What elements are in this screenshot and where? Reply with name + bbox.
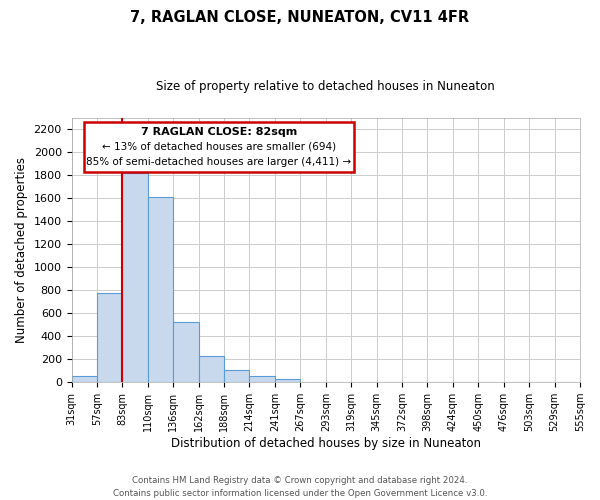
Bar bbox=[173, 322, 199, 382]
Bar bbox=[122, 173, 148, 382]
Text: Contains HM Land Registry data © Crown copyright and database right 2024.
Contai: Contains HM Land Registry data © Crown c… bbox=[113, 476, 487, 498]
Bar bbox=[224, 370, 250, 382]
Y-axis label: Number of detached properties: Number of detached properties bbox=[15, 157, 28, 343]
Bar bbox=[97, 293, 122, 382]
Text: 7 RAGLAN CLOSE: 82sqm: 7 RAGLAN CLOSE: 82sqm bbox=[141, 126, 297, 136]
FancyBboxPatch shape bbox=[84, 122, 354, 172]
Title: Size of property relative to detached houses in Nuneaton: Size of property relative to detached ho… bbox=[157, 80, 495, 93]
X-axis label: Distribution of detached houses by size in Nuneaton: Distribution of detached houses by size … bbox=[171, 437, 481, 450]
Bar bbox=[250, 376, 275, 382]
Bar bbox=[71, 376, 97, 382]
Bar bbox=[275, 380, 301, 382]
Text: 85% of semi-detached houses are larger (4,411) →: 85% of semi-detached houses are larger (… bbox=[86, 157, 352, 167]
Bar bbox=[148, 197, 173, 382]
Bar bbox=[199, 356, 224, 382]
Text: 7, RAGLAN CLOSE, NUNEATON, CV11 4FR: 7, RAGLAN CLOSE, NUNEATON, CV11 4FR bbox=[130, 10, 470, 25]
Text: ← 13% of detached houses are smaller (694): ← 13% of detached houses are smaller (69… bbox=[102, 142, 336, 152]
